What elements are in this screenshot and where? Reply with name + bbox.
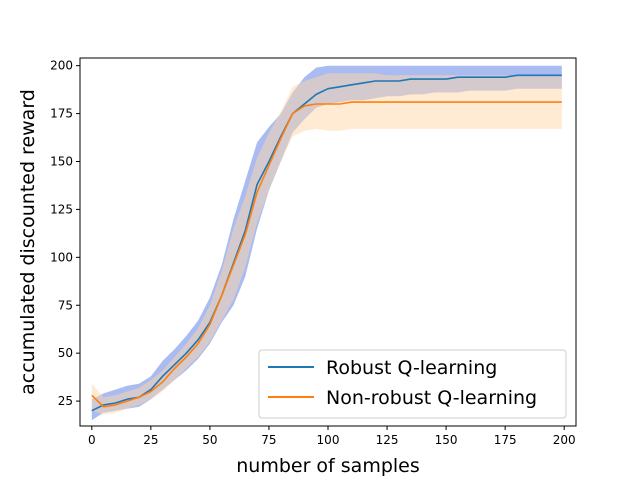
x-tick-label: 125 <box>376 433 399 447</box>
x-tick-label: 175 <box>494 433 517 447</box>
plot-layer <box>91 65 562 421</box>
series-line-robust-q-learning <box>91 74 562 412</box>
y-axis-label: accumulated discounted reward <box>17 89 39 395</box>
x-tick-label: 75 <box>261 433 276 447</box>
y-tick-label: 125 <box>50 202 73 216</box>
legend-label-non-robust: Non-robust Q-learning <box>326 387 537 409</box>
x-tick-label: 0 <box>88 433 96 447</box>
legend-box <box>258 349 567 419</box>
y-tick-label: 100 <box>50 250 73 264</box>
x-tick-label: 150 <box>435 433 458 447</box>
y-tick-label: 50 <box>58 346 73 360</box>
legend-label-robust: Robust Q-learning <box>326 357 497 379</box>
y-tick-label: 150 <box>50 155 73 169</box>
x-tick-label: 200 <box>553 433 576 447</box>
x-tick-label: 100 <box>317 433 340 447</box>
axis-layer: 0 25 50 75 100 125 150 175 200 25 50 75 100 125 150 175… <box>50 59 576 447</box>
series-line-non-robust-q-learning <box>91 101 562 408</box>
x-tick-label: 50 <box>202 433 217 447</box>
y-tick-label: 25 <box>58 394 73 408</box>
x-axis-label: number of samples <box>236 455 420 477</box>
legend: Robust Q-learning Non-robust Q-learning <box>258 349 567 419</box>
y-tick-label: 200 <box>50 59 73 73</box>
x-tick-label: 25 <box>143 433 158 447</box>
series-band-non-robust-q-learning <box>91 73 562 415</box>
y-tick-label: 75 <box>58 298 73 312</box>
y-tick-label: 175 <box>50 107 73 121</box>
